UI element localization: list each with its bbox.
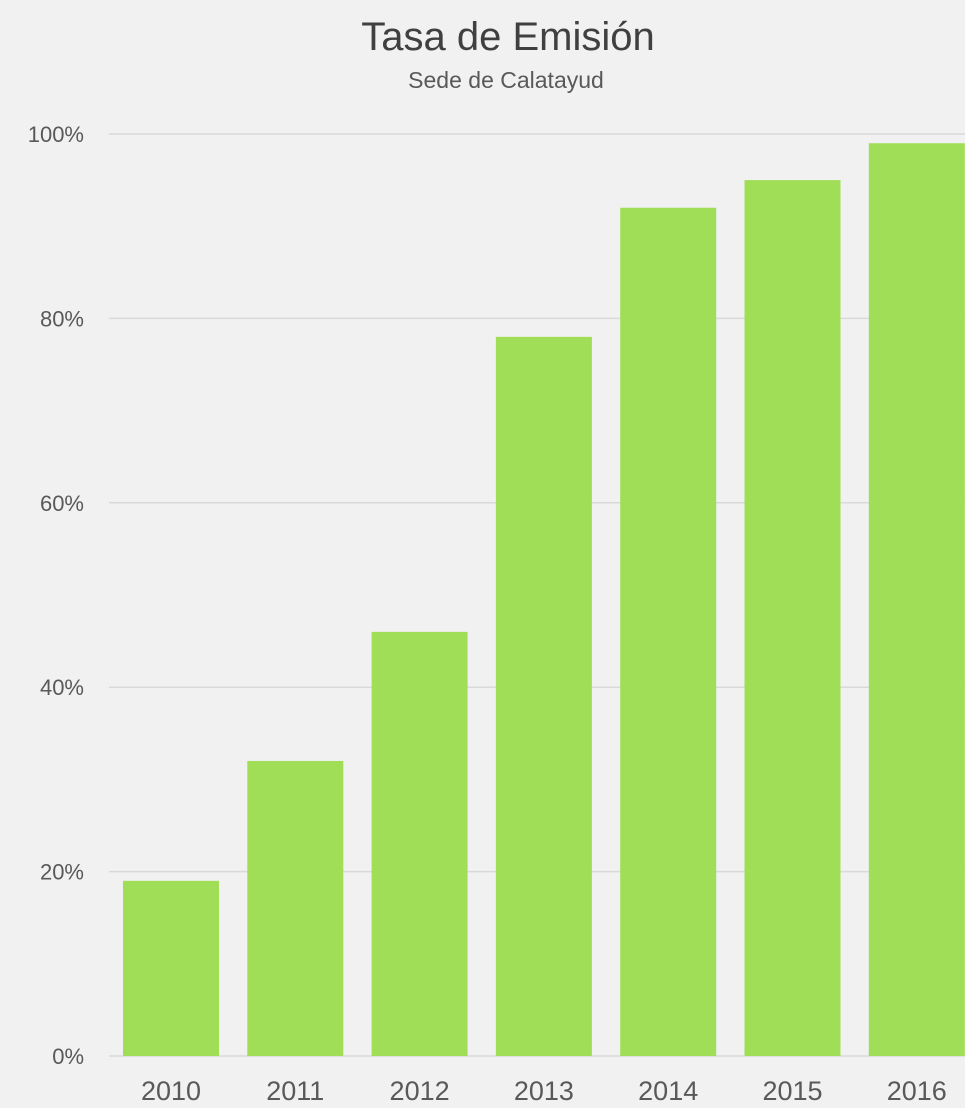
chart-title: Tasa de Emisión <box>361 15 654 59</box>
bar-2016 <box>868 143 965 1057</box>
y-axis-ticks: 0% 20% 40% 60% 80% 100% <box>28 122 84 1069</box>
x-axis-ticks: 2010 2011 2012 2013 2014 2015 2016 <box>141 1076 947 1106</box>
x-tick-label: 2016 <box>887 1076 947 1106</box>
bar-2013 <box>495 336 592 1057</box>
x-tick-label: 2011 <box>266 1076 324 1106</box>
bar-2010 <box>123 880 219 1056</box>
y-tick-label: 0% <box>52 1044 84 1069</box>
chart-subtitle: Sede de Calatayud <box>408 67 604 93</box>
bar-2011 <box>247 760 344 1056</box>
y-tick-label: 60% <box>40 491 84 516</box>
bar-2014 <box>620 207 717 1056</box>
x-tick-label: 2012 <box>390 1076 450 1106</box>
x-tick-label: 2015 <box>762 1076 822 1106</box>
y-tick-label: 40% <box>40 675 84 700</box>
x-tick-label: 2013 <box>514 1076 574 1106</box>
bars <box>123 143 965 1057</box>
bar-2015 <box>744 180 841 1057</box>
x-tick-label: 2014 <box>638 1076 698 1106</box>
y-tick-label: 20% <box>40 860 84 885</box>
bar-2012 <box>371 631 468 1056</box>
y-tick-label: 80% <box>40 306 84 331</box>
y-tick-label: 100% <box>28 122 84 147</box>
x-tick-label: 2010 <box>141 1076 201 1106</box>
